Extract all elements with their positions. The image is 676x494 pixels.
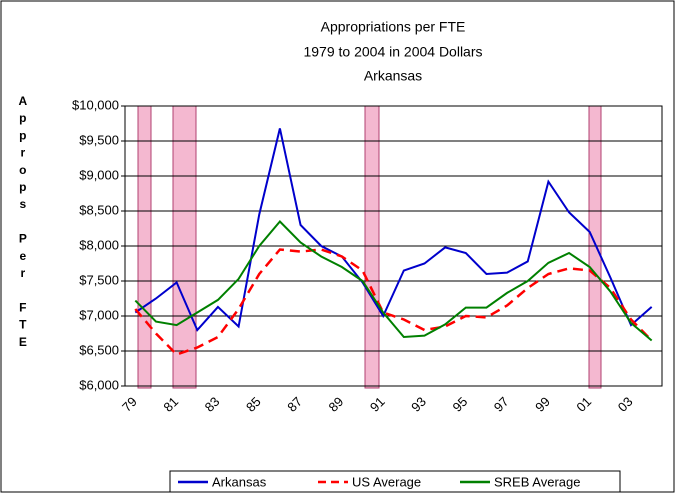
legend-box: [169, 470, 621, 493]
recession-band: [172, 105, 197, 389]
y-tick-label: $7,500: [79, 272, 119, 287]
y-tick-label: $9,000: [79, 167, 119, 182]
plot-border: [124, 105, 663, 387]
recession-band: [364, 105, 380, 389]
chart-subtitle: 1979 to 2004 in 2004 Dollars: [303, 44, 482, 60]
legend-label: SREB Average: [494, 474, 580, 489]
y-tick-label: $7,000: [79, 307, 119, 322]
chart-subtitle: Arkansas: [364, 68, 422, 84]
y-tick-label: $8,000: [79, 237, 119, 252]
y-tick-label: $8,500: [79, 202, 119, 217]
y-axis-label: Approps Per FTE: [16, 94, 30, 352]
y-tick-label: $6,500: [79, 342, 119, 357]
y-tick-label: $9,500: [79, 132, 119, 147]
recession-band: [588, 105, 602, 389]
legend-label: Arkansas: [212, 474, 267, 489]
line-series: [134, 128, 653, 332]
line-series: [134, 248, 653, 356]
recession-band: [137, 105, 152, 389]
line-series: [134, 220, 653, 342]
legend-label: US Average: [352, 474, 421, 489]
chart-title: Appropriations per FTE: [321, 19, 466, 35]
y-tick-label: $10,000: [72, 97, 119, 112]
y-tick-label: $6,000: [79, 377, 119, 392]
